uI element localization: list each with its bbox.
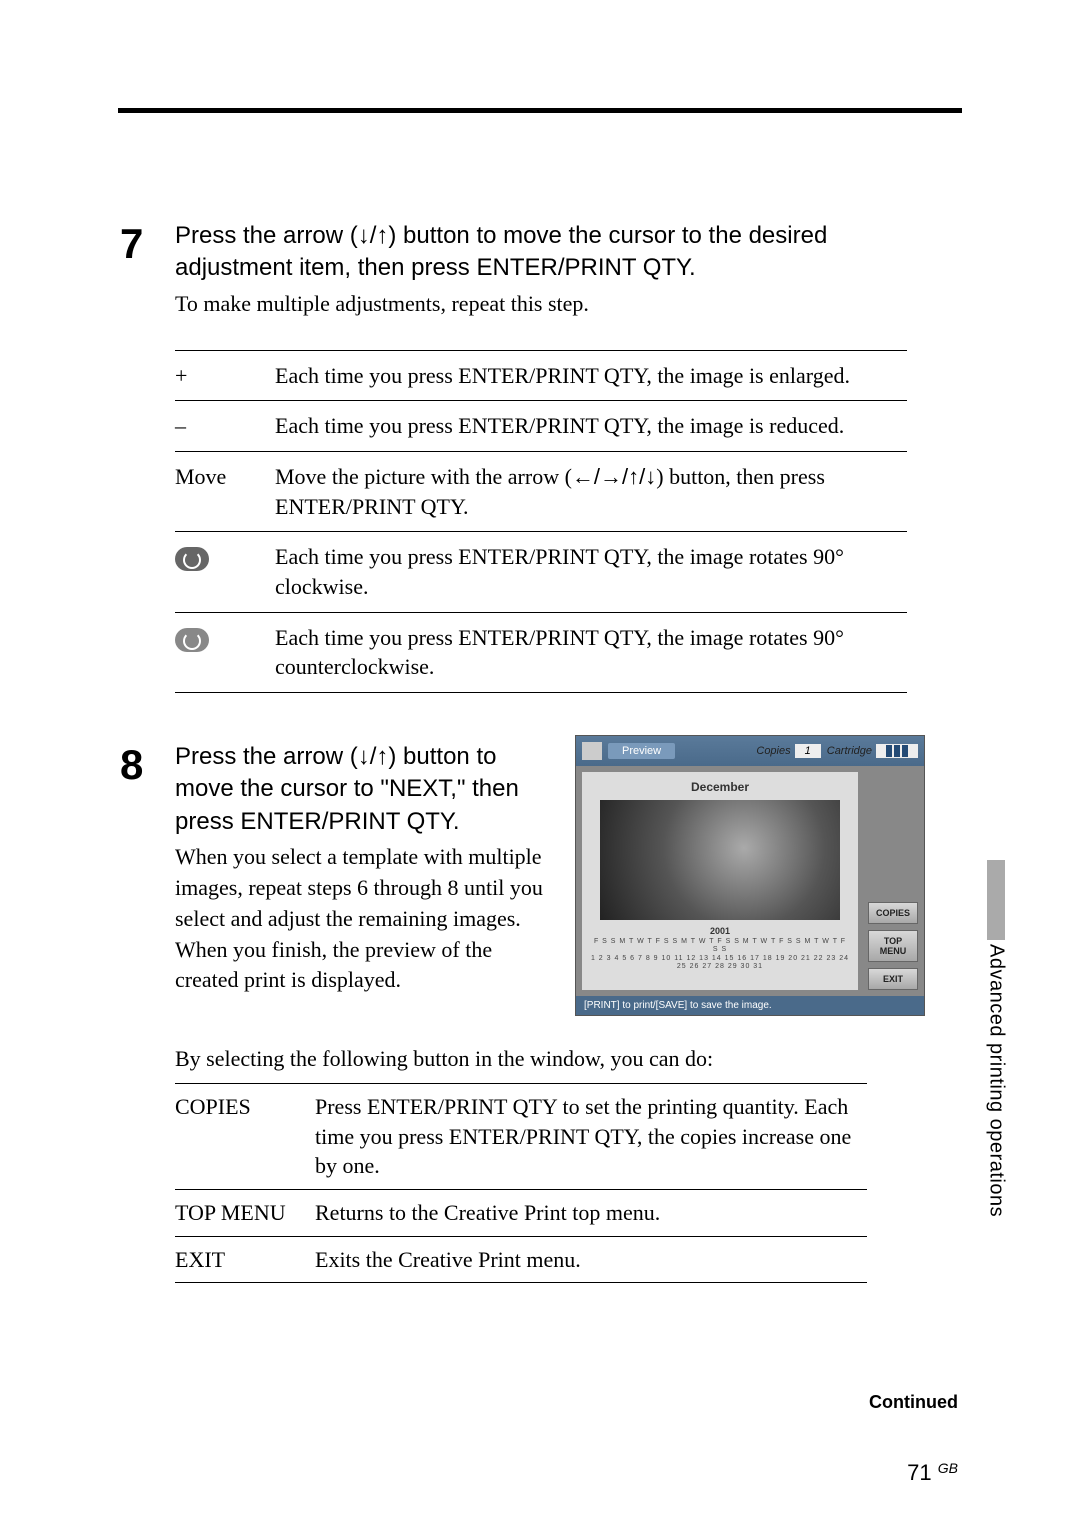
btn-desc: Returns to the Creative Print top menu. — [315, 1189, 867, 1236]
step-8-heading-a: Press the arrow ( — [175, 743, 358, 770]
step-8-number: 8 — [120, 741, 143, 789]
arrow-icons: ←/→/↑/↓ — [572, 464, 656, 489]
step-8-heading: Press the arrow (↓/↑) button to move the… — [175, 741, 561, 838]
btn-key-exit: EXIT — [175, 1236, 315, 1283]
adj-key-rotate-cw — [175, 532, 275, 612]
side-tab-marker — [987, 860, 1005, 940]
step-8-body: When you select a template with multiple… — [175, 842, 561, 996]
table-row: Each time you press ENTER/PRINT QTY, the… — [175, 532, 907, 612]
preview-side-buttons: COPIES TOP MENU EXIT — [862, 766, 924, 996]
table-row: TOP MENU Returns to the Creative Print t… — [175, 1189, 867, 1236]
preview-frame: Preview Copies 1 Cartridge — [575, 735, 925, 1016]
page: 7 Press the arrow (↓/↑) button to move t… — [0, 0, 1080, 1529]
step-7-body: To make multiple adjustments, repeat thi… — [175, 289, 925, 320]
content: 7 Press the arrow (↓/↑) button to move t… — [155, 220, 925, 1283]
preview-main: December 2001 F S S M T W T F S S M T W … — [576, 766, 924, 996]
printer-icon — [582, 742, 602, 760]
btn-key-copies: COPIES — [175, 1083, 315, 1189]
page-region: GB — [938, 1460, 958, 1476]
adj-key-minus: – — [175, 401, 275, 452]
side-tab: Advanced printing operations — [982, 860, 1010, 1217]
step-8-second-text: By selecting the following button in the… — [175, 1044, 925, 1075]
adj-desc: Move the picture with the arrow (←/→/↑/↓… — [275, 451, 907, 531]
page-number: 71 GB — [907, 1460, 958, 1486]
adj-key-plus: + — [175, 350, 275, 401]
arrow-icons: ↓/↑ — [358, 222, 389, 249]
btn-key-topmenu: TOP MENU — [175, 1189, 315, 1236]
preview-screenshot: Preview Copies 1 Cartridge — [575, 735, 925, 1016]
preview-photo — [600, 800, 839, 920]
cartridge-label: Cartridge — [827, 745, 872, 757]
adj-desc: Each time you press ENTER/PRINT QTY, the… — [275, 612, 907, 692]
table-row: – Each time you press ENTER/PRINT QTY, t… — [175, 401, 907, 452]
cal-nums: 1 2 3 4 5 6 7 8 9 10 11 12 13 14 15 16 1… — [590, 955, 850, 972]
table-row: Each time you press ENTER/PRINT QTY, the… — [175, 612, 907, 692]
cal-header: F S S M T W T F S S M T W T F S S M T W … — [590, 938, 850, 955]
copies-indicator: Copies 1 — [756, 744, 820, 758]
copies-value: 1 — [795, 744, 821, 758]
continued-label: Continued — [869, 1392, 958, 1413]
adjustment-table: + Each time you press ENTER/PRINT QTY, t… — [175, 350, 907, 694]
step-7-heading-a: Press the arrow ( — [175, 222, 358, 249]
page-number-value: 71 — [907, 1460, 931, 1485]
step-7: 7 Press the arrow (↓/↑) button to move t… — [155, 220, 925, 693]
adj-key-move: Move — [175, 451, 275, 531]
table-row: EXIT Exits the Creative Print menu. — [175, 1236, 867, 1283]
preview-canvas: December 2001 F S S M T W T F S S M T W … — [582, 772, 858, 990]
arrow-icons: ↓/↑ — [358, 743, 389, 770]
button-table: COPIES Press ENTER/PRINT QTY to set the … — [175, 1083, 867, 1283]
step-8-text-block: Press the arrow (↓/↑) button to move the… — [175, 741, 575, 996]
adj-desc-a: Move the picture with the arrow ( — [275, 464, 572, 489]
copies-label: Copies — [756, 745, 790, 757]
step-7-number: 7 — [120, 220, 143, 268]
preview-title: Preview — [608, 743, 675, 759]
cartridge-indicator: Cartridge — [827, 744, 918, 758]
step-8: 8 Press the arrow (↓/↑) button to move t… — [155, 741, 925, 1283]
preview-year: 2001 — [710, 926, 730, 936]
adj-key-rotate-ccw — [175, 612, 275, 692]
rotate-ccw-icon — [175, 628, 209, 652]
preview-topbar: Preview Copies 1 Cartridge — [576, 736, 924, 766]
step-7-heading: Press the arrow (↓/↑) button to move the… — [175, 220, 925, 285]
adj-desc: Each time you press ENTER/PRINT QTY, the… — [275, 350, 907, 401]
top-rule — [118, 108, 962, 113]
btn-desc: Press ENTER/PRINT QTY to set the printin… — [315, 1083, 867, 1189]
table-row: COPIES Press ENTER/PRINT QTY to set the … — [175, 1083, 867, 1189]
table-row: Move Move the picture with the arrow (←/… — [175, 451, 907, 531]
table-row: + Each time you press ENTER/PRINT QTY, t… — [175, 350, 907, 401]
adj-desc: Each time you press ENTER/PRINT QTY, the… — [275, 401, 907, 452]
rotate-cw-icon — [175, 547, 209, 571]
preview-month: December — [691, 780, 749, 794]
adj-desc: Each time you press ENTER/PRINT QTY, the… — [275, 532, 907, 612]
top-menu-button[interactable]: TOP MENU — [868, 930, 918, 962]
btn-desc: Exits the Creative Print menu. — [315, 1236, 867, 1283]
preview-calendar: F S S M T W T F S S M T W T F S S M T W … — [590, 938, 850, 972]
exit-button[interactable]: EXIT — [868, 968, 918, 990]
preview-footer: [PRINT] to print/[SAVE] to save the imag… — [576, 996, 924, 1015]
side-tab-text: Advanced printing operations — [985, 944, 1008, 1217]
copies-button[interactable]: COPIES — [868, 902, 918, 924]
